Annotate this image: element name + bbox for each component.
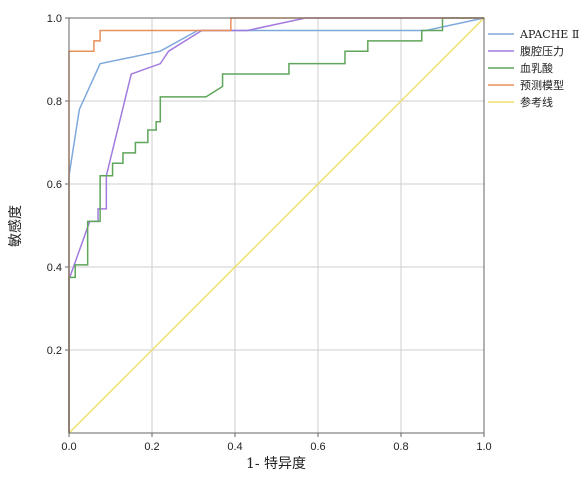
legend-label: 血乳酸 (520, 61, 553, 75)
roc-series-line (68, 17, 484, 433)
x-axis-ticks: 0.0 0.2 0.4 0.6 0.8 1.0 (61, 433, 492, 453)
y-axis-ticks: 0.2 0.4 0.6 0.8 1.0 (47, 13, 69, 357)
y-tick-label: 0.8 (47, 96, 62, 108)
legend-label: 参考线 (520, 95, 553, 109)
y-tick-label: 1.0 (47, 13, 62, 25)
legend-label: APACHE Ⅱ (519, 28, 579, 41)
x-tick-label: 0.2 (144, 441, 159, 453)
roc-series-line (68, 17, 484, 433)
y-tick-label: 0.2 (47, 345, 62, 357)
legend-label: 预测模型 (520, 78, 564, 92)
x-tick-label: 1.0 (476, 441, 491, 453)
plot-frame (68, 17, 485, 434)
roc-curves (68, 17, 485, 434)
gridlines (69, 18, 484, 433)
x-tick-label: 0.8 (393, 441, 408, 453)
x-axis-title: 1- 特异度 (246, 456, 306, 472)
x-tick-label: 0.6 (310, 441, 325, 453)
x-tick-label: 0.4 (227, 441, 242, 453)
y-tick-label: 0.4 (47, 262, 62, 274)
roc-series-line (68, 17, 485, 433)
y-tick-label: 0.6 (47, 179, 62, 191)
legend-label: 腹腔压力 (520, 44, 564, 58)
x-tick-label: 0.0 (61, 441, 76, 453)
roc-series-line (68, 17, 485, 434)
y-axis-title: 敏感度 (7, 205, 24, 247)
